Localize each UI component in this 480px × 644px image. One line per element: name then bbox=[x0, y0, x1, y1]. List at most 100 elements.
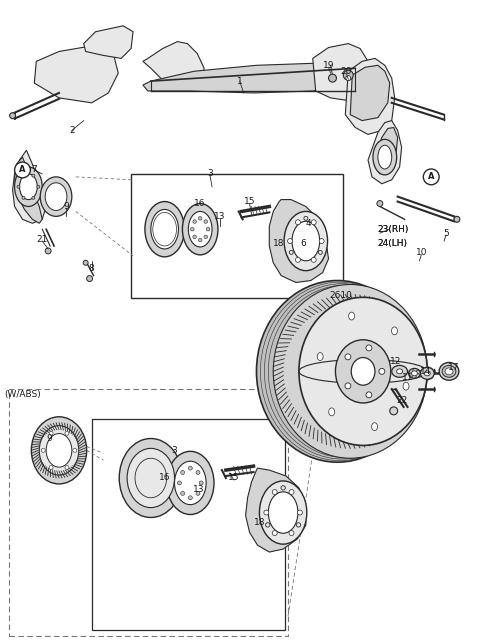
Bar bbox=[9, 389, 288, 636]
Polygon shape bbox=[269, 200, 328, 283]
Circle shape bbox=[366, 345, 372, 351]
Polygon shape bbox=[12, 150, 46, 223]
Circle shape bbox=[306, 230, 312, 236]
Circle shape bbox=[188, 496, 192, 500]
Text: 18: 18 bbox=[253, 518, 265, 527]
Text: 22: 22 bbox=[396, 397, 407, 406]
Ellipse shape bbox=[40, 177, 72, 216]
Ellipse shape bbox=[175, 461, 206, 505]
Text: 13: 13 bbox=[192, 486, 204, 495]
Polygon shape bbox=[143, 61, 360, 93]
Ellipse shape bbox=[145, 202, 184, 257]
Circle shape bbox=[191, 227, 194, 231]
Circle shape bbox=[87, 276, 93, 281]
Text: 7: 7 bbox=[32, 166, 37, 175]
Text: 2610: 2610 bbox=[329, 291, 352, 300]
Polygon shape bbox=[368, 120, 402, 184]
Circle shape bbox=[311, 258, 316, 262]
Ellipse shape bbox=[351, 357, 375, 385]
Ellipse shape bbox=[20, 174, 37, 200]
Circle shape bbox=[196, 491, 200, 495]
Text: (W/ABS): (W/ABS) bbox=[4, 390, 41, 399]
Text: 24(LH): 24(LH) bbox=[378, 238, 408, 247]
Circle shape bbox=[366, 392, 372, 398]
Polygon shape bbox=[345, 59, 395, 135]
Polygon shape bbox=[246, 468, 306, 552]
Circle shape bbox=[345, 354, 351, 360]
Circle shape bbox=[198, 216, 202, 220]
Circle shape bbox=[17, 185, 20, 188]
Circle shape bbox=[289, 489, 294, 495]
Text: 3: 3 bbox=[172, 446, 178, 455]
Circle shape bbox=[454, 216, 460, 222]
Polygon shape bbox=[374, 128, 397, 174]
Text: 9: 9 bbox=[63, 202, 69, 211]
Ellipse shape bbox=[14, 167, 42, 207]
Circle shape bbox=[22, 196, 25, 200]
Text: 9: 9 bbox=[46, 434, 52, 443]
Ellipse shape bbox=[167, 451, 214, 515]
Circle shape bbox=[390, 407, 397, 415]
Ellipse shape bbox=[439, 363, 459, 380]
Polygon shape bbox=[84, 26, 133, 59]
Ellipse shape bbox=[299, 298, 427, 446]
Circle shape bbox=[196, 471, 200, 475]
Text: 18: 18 bbox=[274, 238, 285, 247]
Ellipse shape bbox=[392, 327, 397, 335]
Text: A: A bbox=[428, 173, 434, 182]
Ellipse shape bbox=[151, 209, 179, 249]
Polygon shape bbox=[350, 65, 390, 120]
Ellipse shape bbox=[411, 371, 418, 376]
Circle shape bbox=[290, 252, 296, 258]
Circle shape bbox=[32, 196, 35, 200]
Ellipse shape bbox=[119, 439, 182, 518]
Circle shape bbox=[22, 174, 25, 177]
Text: 24(LH): 24(LH) bbox=[378, 238, 408, 247]
Circle shape bbox=[193, 220, 196, 223]
Circle shape bbox=[311, 220, 316, 225]
Text: 2: 2 bbox=[69, 126, 75, 135]
Circle shape bbox=[49, 466, 53, 469]
Text: 3: 3 bbox=[207, 169, 213, 178]
Text: 15: 15 bbox=[244, 197, 255, 206]
Ellipse shape bbox=[424, 371, 430, 376]
Circle shape bbox=[343, 70, 353, 80]
Text: 13: 13 bbox=[214, 212, 226, 221]
Polygon shape bbox=[313, 44, 372, 101]
Ellipse shape bbox=[127, 448, 175, 507]
Ellipse shape bbox=[182, 204, 218, 255]
Circle shape bbox=[296, 258, 300, 262]
Circle shape bbox=[49, 431, 53, 435]
Ellipse shape bbox=[373, 139, 396, 175]
Circle shape bbox=[296, 220, 300, 225]
Polygon shape bbox=[143, 42, 204, 91]
Circle shape bbox=[319, 238, 324, 243]
Ellipse shape bbox=[372, 422, 378, 431]
Ellipse shape bbox=[408, 368, 420, 378]
Ellipse shape bbox=[403, 383, 409, 390]
Circle shape bbox=[272, 531, 277, 536]
Text: 20: 20 bbox=[341, 67, 352, 76]
Text: 17: 17 bbox=[448, 363, 460, 372]
Ellipse shape bbox=[329, 408, 335, 416]
Circle shape bbox=[199, 481, 203, 485]
Ellipse shape bbox=[336, 340, 391, 403]
Circle shape bbox=[377, 200, 383, 207]
Text: 16: 16 bbox=[194, 199, 206, 208]
Text: 21: 21 bbox=[36, 234, 48, 243]
Ellipse shape bbox=[317, 353, 323, 361]
Circle shape bbox=[37, 185, 40, 188]
Circle shape bbox=[65, 431, 69, 435]
Ellipse shape bbox=[378, 146, 392, 169]
Circle shape bbox=[180, 491, 185, 495]
Ellipse shape bbox=[284, 211, 327, 270]
Ellipse shape bbox=[392, 365, 408, 377]
Ellipse shape bbox=[442, 365, 456, 377]
Ellipse shape bbox=[39, 426, 79, 475]
Circle shape bbox=[83, 260, 88, 265]
Circle shape bbox=[272, 489, 277, 495]
Text: A: A bbox=[19, 166, 26, 175]
Circle shape bbox=[289, 531, 294, 536]
Text: 19: 19 bbox=[323, 61, 334, 70]
Ellipse shape bbox=[259, 481, 307, 544]
